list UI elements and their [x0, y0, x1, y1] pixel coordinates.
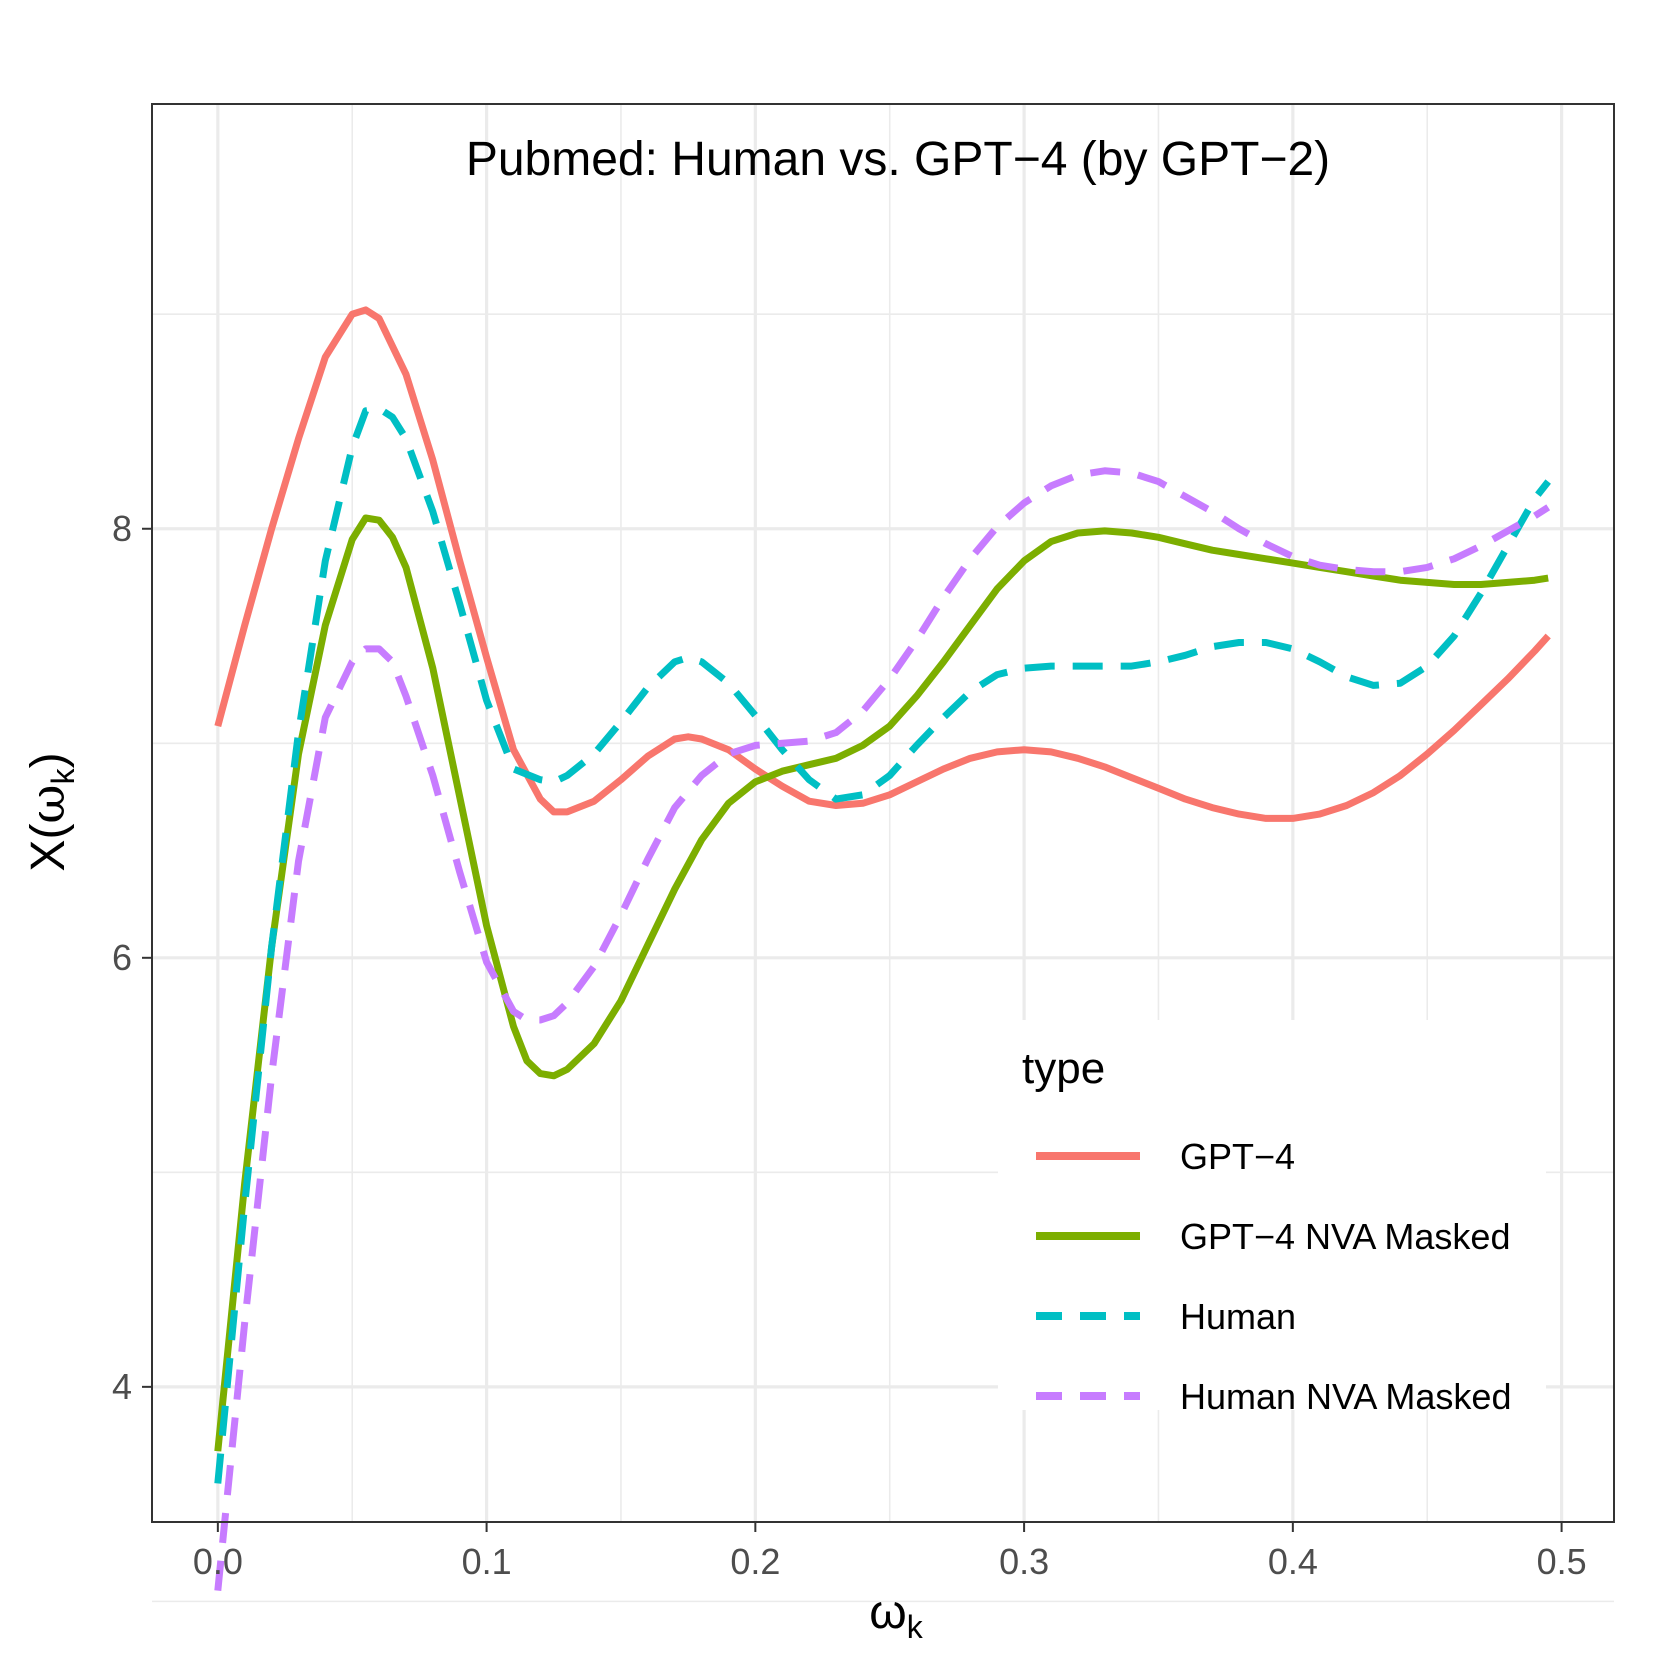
y-tick-label: 4: [112, 1366, 132, 1407]
legend: type GPT−4 GPT−4 NVA Masked Human Human NVA…: [998, 1020, 1546, 1417]
x-axis-label-subscript: k: [907, 1609, 924, 1645]
y-axis-label-suffix: ): [22, 752, 75, 768]
x-tick-label: 0.0: [193, 1541, 243, 1582]
y-axis-label: X(ωk): [20, 752, 81, 871]
series-lines: [214, 306, 1551, 1591]
y-tick-label: 8: [112, 508, 132, 549]
y-axis-label-prefix: X(: [22, 824, 75, 872]
minor-gridlines: [152, 104, 1614, 1603]
y-tick-label: 6: [112, 937, 132, 978]
x-tick-label: 0.4: [1268, 1541, 1318, 1582]
legend-label-4: Human NVA Masked: [1180, 1376, 1511, 1417]
x-tick-label: 0.2: [730, 1541, 780, 1582]
y-axis-label-main: ω: [20, 784, 76, 823]
plot-panel-border: [151, 103, 1615, 1523]
x-tick-labels: 0.0 0.1 0.2 0.3 0.4 0.5: [193, 1541, 1587, 1582]
series-line-4: [214, 467, 1551, 1591]
legend-label-1: GPT−4: [1180, 1136, 1295, 1177]
y-axis-label-subscript: k: [45, 767, 81, 784]
x-axis-label: ωk: [869, 1586, 923, 1645]
legend-background: [998, 1020, 1546, 1410]
series-line-1: [214, 306, 1551, 822]
series-line-3: [214, 405, 1551, 1484]
x-tick-label: 0.5: [1537, 1541, 1587, 1582]
y-tick-labels: 4 6 8: [112, 508, 132, 1407]
x-axis-label-main: ω: [869, 1586, 906, 1639]
chart-title: Pubmed: Human vs. GPT−4 (by GPT−2): [466, 133, 1330, 186]
legend-items: GPT−4 GPT−4 NVA Masked Human Human NVA Mask…: [1036, 1136, 1511, 1417]
axis-ticks: [142, 527, 1563, 1532]
x-tick-label: 0.1: [462, 1541, 512, 1582]
x-tick-label: 0.3: [999, 1541, 1049, 1582]
legend-title: type: [1022, 1044, 1105, 1093]
legend-label-2: GPT−4 NVA Masked: [1180, 1216, 1510, 1257]
legend-label-3: Human: [1180, 1296, 1296, 1337]
